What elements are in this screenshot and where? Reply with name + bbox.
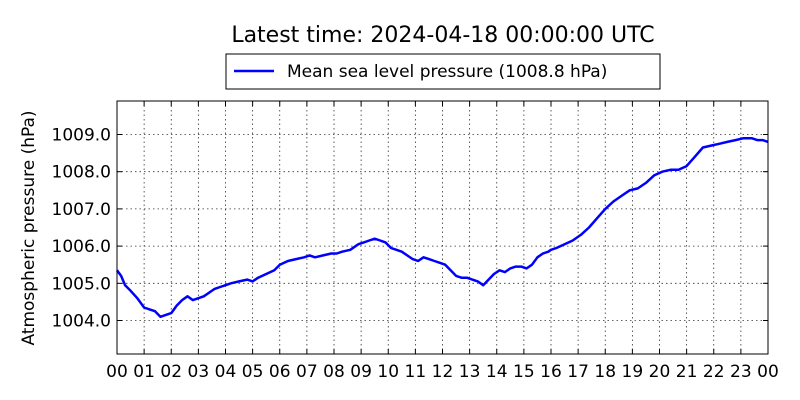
x-tick-label: 13 <box>459 362 481 382</box>
x-tick-label: 18 <box>594 362 616 382</box>
x-tick-label: 22 <box>703 362 725 382</box>
legend-box <box>225 53 661 90</box>
x-tick-label: 02 <box>160 362 182 382</box>
x-tick-label: 16 <box>540 362 562 382</box>
x-tick-label: 12 <box>432 362 454 382</box>
ticks: 00 01 02 03 04 05 06 07 08 09 10 11 12 13 14 15 16 17 18 19… <box>52 101 779 382</box>
pressure-series-line <box>115 136 769 319</box>
x-tick-label: 00 <box>757 362 779 382</box>
y-axis-label: Atmospheric pressure (hPa) <box>19 110 39 345</box>
grid <box>117 101 768 354</box>
chart-title: Latest time: 2024-04-18 00:00:00 UTC <box>231 23 654 48</box>
x-tick-label: 05 <box>242 362 264 382</box>
y-tick-label: 1004.0 <box>52 312 111 332</box>
y-tick-label: 1005.0 <box>52 274 111 294</box>
x-tick-label: 07 <box>296 362 318 382</box>
x-tick-label: 06 <box>269 362 291 382</box>
legend: Mean sea level pressure (1008.8 hPa) <box>225 53 661 90</box>
x-tick-label: 11 <box>405 362 427 382</box>
y-tick-label: 1008.0 <box>52 163 111 183</box>
legend-label: Mean sea level pressure (1008.8 hPa) <box>287 62 607 82</box>
x-tick-label: 21 <box>676 362 698 382</box>
y-tick-label: 1009.0 <box>52 125 111 145</box>
x-tick-label: 08 <box>323 362 345 382</box>
series-layer <box>115 136 769 319</box>
x-tick-label: 01 <box>133 362 155 382</box>
x-tick-label: 09 <box>350 362 372 382</box>
x-tick-label: 00 <box>106 362 128 382</box>
x-tick-label: 03 <box>188 362 210 382</box>
x-tick-label: 14 <box>486 362 508 382</box>
x-tick-label: 10 <box>377 362 399 382</box>
x-tick-label: 23 <box>730 362 752 382</box>
y-tick-label: 1006.0 <box>52 237 111 257</box>
x-tick-label: 04 <box>215 362 237 382</box>
x-tick-label: 15 <box>513 362 535 382</box>
x-tick-label: 19 <box>622 362 644 382</box>
y-tick-label: 1007.0 <box>52 200 111 220</box>
x-tick-label: 20 <box>649 362 671 382</box>
x-tick-label: 17 <box>567 362 589 382</box>
